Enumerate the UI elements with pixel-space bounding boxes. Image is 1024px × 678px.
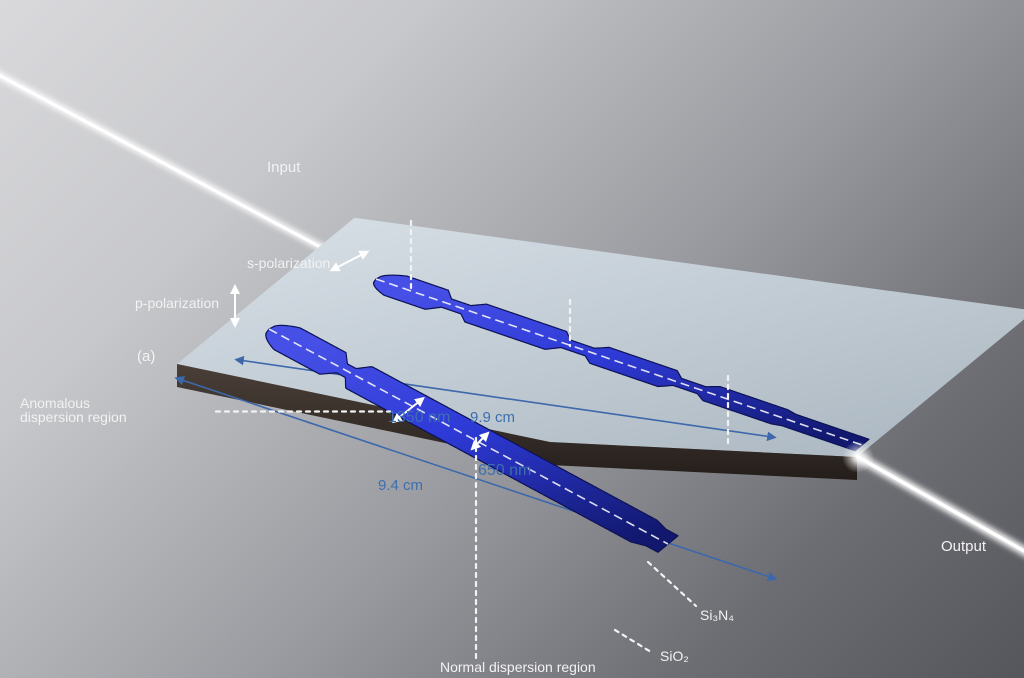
svg-text:Input: Input	[267, 159, 301, 176]
svg-text:9.4 cm: 9.4 cm	[378, 477, 423, 494]
svg-text:Si₃N₄: Si₃N₄	[700, 607, 734, 623]
svg-text:dispersion region: dispersion region	[20, 409, 127, 425]
svg-text:Normal dispersion region: Normal dispersion region	[440, 659, 596, 675]
svg-text:p-polarization: p-polarization	[135, 295, 219, 311]
svg-text:650 nm: 650 nm	[478, 462, 531, 479]
svg-text:Output: Output	[941, 538, 987, 555]
svg-text:s-polarization: s-polarization	[247, 255, 330, 271]
svg-text:1350 nm: 1350 nm	[388, 409, 450, 426]
svg-text:(a): (a)	[137, 348, 155, 365]
svg-text:SiO₂: SiO₂	[660, 648, 689, 664]
svg-text:9.9 cm: 9.9 cm	[470, 409, 515, 426]
